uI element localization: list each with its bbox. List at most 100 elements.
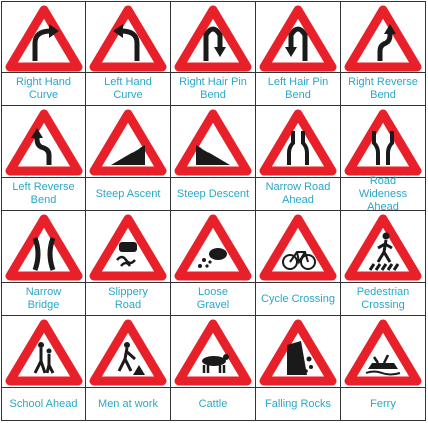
slippery-road-symbol [116,242,137,267]
sign-caption: Loose Gravel [171,282,255,315]
sign-cell-right-reverse-bend: Right Reverse Bend [341,1,426,106]
caption-line: Road [369,174,397,187]
sign-cell-left-reverse-bend: Left Reverse Bend [1,106,86,211]
ferry-symbol [365,354,401,376]
right-hand-curve-symbol [32,24,59,61]
caption-line: Ahead [282,194,314,206]
road-wideness-ahead-symbol [372,131,394,165]
caption-line: Narrow [25,286,62,298]
sign-caption: Pedestrian Crossing [341,282,425,315]
caption-line: Curve [28,89,59,101]
caption-line: Left Hair Pin [267,76,329,88]
caption-line: School Ahead [9,397,78,410]
right-reverse-bend-icon [344,5,422,72]
caption-line: Bend [285,89,311,101]
sign-caption: Narrow Road Ahead [256,177,340,210]
caption-line: Wideness [358,187,408,200]
sign-caption: Steep Descent [171,177,255,210]
sign-cell-falling-rocks: Falling Rocks [256,316,341,421]
men-at-work-icon [89,319,167,386]
sign-caption: School Ahead [2,387,85,420]
sign-cell-steep-descent: Steep Descent [171,106,256,211]
caption-line: Left Hand [104,76,152,88]
sign-cell-right-hair-pin-bend: Right Hair Pin Bend [171,1,256,106]
men-at-work-symbol [117,342,145,375]
sign-caption: Left Hair Pin Bend [256,72,340,105]
sign-cell-cattle: Cattle [171,316,256,421]
cycle-crossing-icon [259,214,337,281]
steep-ascent-icon [89,109,167,176]
sign-caption: Ferry [341,387,425,420]
falling-rocks-symbol [287,341,313,375]
caption-line: Curve [113,89,143,101]
sign-cell-left-hand-curve: Left Hand Curve [86,1,171,106]
sign-caption: Road Wideness Ahead [341,174,425,213]
sign-cell-ferry: Ferry [341,316,426,421]
caption-line: Left Reverse [12,181,75,193]
school-ahead-symbol [33,342,55,374]
caption-line: Cattle [198,397,228,410]
left-reverse-bend-icon [5,109,83,176]
falling-rocks-icon [259,319,337,386]
caption-line: Ferry [370,397,396,410]
caption-line: Right Reverse [348,76,418,88]
caption-line: Right Hand [15,76,72,88]
sign-cell-school-ahead: School Ahead [1,316,86,421]
sign-caption: Cattle [171,387,255,420]
sign-caption: Narrow Bridge [2,282,85,315]
sign-cell-narrow-bridge: Narrow Bridge [1,211,86,316]
caption-line: Loose [198,286,228,298]
caption-line: Gravel [196,299,230,311]
ferry-icon [344,319,422,386]
left-hair-pin-bend-symbol [285,26,308,61]
right-reverse-bend-symbol [377,24,396,61]
caption-line: Men at work [98,397,158,410]
sign-cell-loose-gravel: Loose Gravel [171,211,256,316]
steep-ascent-symbol [111,145,145,165]
cattle-symbol [202,354,229,373]
sign-caption: Steep Ascent [86,177,170,210]
steep-descent-icon [174,109,252,176]
sign-cell-right-hand-curve: Right Hand Curve [1,1,86,106]
caption-line: Crossing [361,299,405,311]
sign-cell-narrow-road-ahead: Narrow Road Ahead [256,106,341,211]
caption-line: Steep Ascent [95,187,161,200]
school-ahead-icon [5,319,83,386]
loose-gravel-icon [174,214,252,281]
caption-line: Bridge [27,299,60,311]
sign-caption: Left Hand Curve [86,72,170,105]
pedestrian-crossing-icon [344,214,422,281]
right-hand-curve-icon [5,5,83,72]
caption-line: Bend [30,194,57,206]
sign-caption: Cycle Crossing [256,282,340,315]
caption-line: Ahead [367,200,399,213]
caption-line: Narrow Road [265,181,331,193]
left-hand-curve-icon [89,5,167,72]
caption-line: Pedestrian [356,286,410,298]
narrow-road-ahead-icon [259,109,337,176]
sign-caption: Left Reverse Bend [2,177,85,210]
left-reverse-bend-symbol [31,128,52,165]
caption-line: Slippery [108,286,148,298]
right-hair-pin-bend-icon [174,5,252,72]
sign-cell-steep-ascent: Steep Ascent [86,106,171,211]
sign-caption: Men at work [86,387,170,420]
road-wideness-ahead-icon [344,109,422,176]
caption-line: Steep Descent [176,187,250,200]
left-hand-curve-symbol [113,24,140,61]
loose-gravel-symbol [198,248,227,268]
caption-line: Bend [200,89,226,101]
sign-cell-men-at-work: Men at work [86,316,171,421]
sign-cell-left-hair-pin-bend: Left Hair Pin Bend [256,1,341,106]
sign-caption: Right Reverse Bend [341,72,425,105]
caption-line: Falling Rocks [264,397,332,410]
cycle-crossing-symbol [282,251,316,270]
caption-line: Bend [370,89,396,101]
sign-caption: Falling Rocks [256,387,340,420]
sign-cell-slippery-road: Slippery Road [86,211,171,316]
narrow-bridge-symbol [32,237,56,271]
pedestrian-crossing-symbol [368,232,400,271]
caption-line: Right Hair Pin [179,76,247,88]
left-hair-pin-bend-icon [259,5,337,72]
